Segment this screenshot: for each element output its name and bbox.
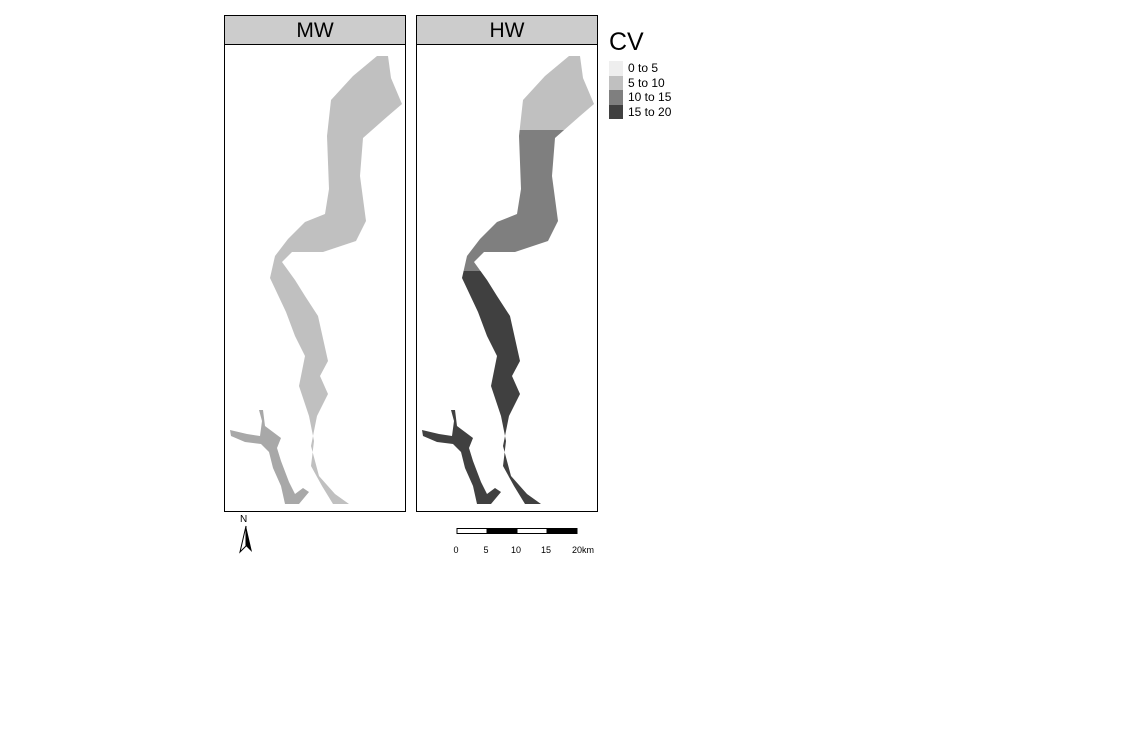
scale-bar-labels: 0 5 10 15 20km [453,539,595,555]
river-tributary-mw [230,410,309,504]
legend-item: 15 to 20 [609,104,672,119]
river-map-mw [230,56,402,504]
river-map-hw [422,56,594,504]
legend-swatch [609,90,623,105]
legend-swatch [609,104,623,119]
scale-tick-label: 20km [572,545,595,555]
north-arrow: N [236,514,256,556]
legend-item: 5 to 10 [609,75,671,90]
map-panel-mw: MW [224,15,406,512]
legend-label: 5 to 10 [628,75,665,90]
legend-label: 15 to 20 [628,104,672,119]
legend-swatch [609,75,623,90]
legend-item: 10 to 15 [609,90,671,105]
panel-title-hw: HW [417,16,597,45]
scale-bar: 0 5 10 15 20km [453,521,595,555]
north-label: N [240,514,248,525]
legend-swatch [609,61,623,76]
legend-title: CV [609,28,644,56]
legend-item: 0 to 5 [609,61,671,76]
scale-tick-label: 5 [483,545,489,555]
legend-label: 10 to 15 [628,90,672,105]
legend-label: 0 to 5 [628,61,659,76]
map-panel-hw: HW [416,15,598,512]
scale-bar-graphic [456,528,578,534]
river-main-mw [270,56,402,504]
panel-title-mw: MW [225,16,405,45]
river-tributary-hw [422,410,501,504]
scale-tick-label: 15 [541,545,552,555]
north-arrow-icon [239,525,252,554]
scale-tick-label: 10 [511,545,522,555]
scale-tick-label: 0 [453,545,459,555]
